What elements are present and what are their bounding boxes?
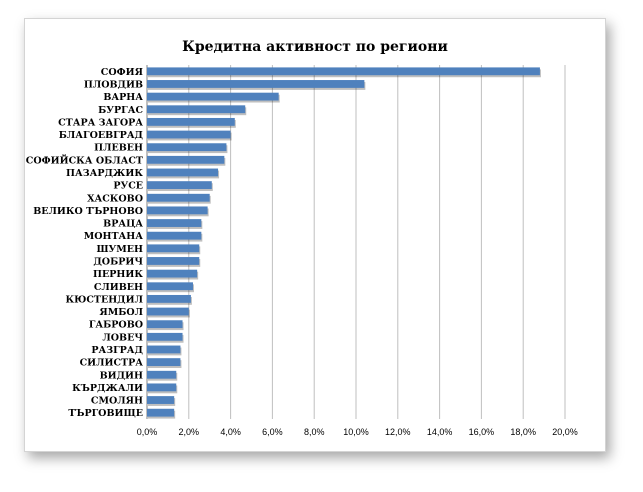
category-label: ЛОВЕЧ — [102, 332, 143, 343]
category-label: ПАЗАРДЖИК — [66, 168, 143, 179]
bar — [147, 67, 540, 76]
x-tick-label: 10,0% — [343, 427, 369, 437]
category-label: СТАРА ЗАГОРА — [58, 117, 143, 128]
bar — [147, 231, 202, 240]
category-label: РУСЕ — [113, 181, 143, 192]
x-tick-label: 4,0% — [220, 427, 241, 437]
x-tick-label: 14,0% — [427, 427, 453, 437]
category-label: ТЪРГОВИЩЕ — [68, 408, 143, 419]
category-label: ХАСКОВО — [87, 193, 143, 204]
bar — [147, 130, 231, 139]
category-label: ВРАЦА — [103, 219, 143, 230]
bar — [147, 155, 225, 164]
category-label: ПЕРНИК — [93, 269, 143, 280]
category-label: ПЛОВДИВ — [84, 79, 143, 90]
category-label: ВИДИН — [100, 370, 143, 381]
bar — [147, 370, 177, 379]
category-label: ВАРНА — [103, 92, 143, 103]
bar — [147, 282, 193, 291]
category-label: СИЛИСТРА — [80, 358, 144, 369]
bar — [147, 320, 183, 329]
bar — [147, 269, 198, 278]
bar — [147, 294, 191, 303]
bar — [147, 80, 365, 88]
category-label: БУРГАС — [98, 105, 143, 116]
bar — [147, 117, 235, 126]
category-label: СОФИЙСКА ОБЛАСТ — [26, 153, 143, 166]
bars — [147, 67, 541, 419]
bar — [147, 92, 279, 101]
category-label: БЛАГОЕВГРАД — [59, 130, 143, 141]
category-label: СЛИВЕН — [94, 282, 143, 293]
bar — [147, 193, 210, 202]
bar — [147, 168, 219, 177]
bar — [147, 244, 200, 253]
bar — [147, 143, 227, 152]
category-label: СОФИЯ — [101, 67, 143, 78]
category-label: КЪРДЖАЛИ — [72, 383, 143, 394]
x-tick-label: 6,0% — [262, 427, 283, 437]
chart-title: Кредитна активност по региони — [182, 39, 448, 55]
x-tick-label: 20,0% — [552, 427, 578, 437]
x-tick-label: 2,0% — [179, 427, 200, 437]
x-tick-label: 16,0% — [469, 427, 495, 437]
x-tick-label: 0,0% — [137, 427, 158, 437]
category-label: ПЛЕВЕН — [94, 143, 143, 154]
x-tick-labels: 0,0% 2,0% 4,0% 6,0% 8,0% 10,0% 12,0% 14,0% 16,0%… — [137, 427, 578, 437]
bar — [147, 105, 246, 114]
category-label: ЯМБОЛ — [99, 307, 143, 318]
bar — [147, 181, 212, 190]
bar — [147, 345, 181, 354]
category-label: ВЕЛИКО ТЪРНОВО — [33, 206, 143, 217]
bar — [147, 219, 202, 227]
chart-frame: Кредитна активност по региони СОФИЯ ПЛОВД… — [24, 18, 606, 452]
category-label: СМОЛЯН — [91, 396, 143, 407]
bar — [147, 396, 175, 404]
x-tick-label: 18,0% — [510, 427, 536, 437]
category-label: ШУМЕН — [97, 244, 144, 255]
x-tick-label: 8,0% — [304, 427, 325, 437]
bar — [147, 206, 208, 215]
bar — [147, 332, 183, 341]
bar — [147, 408, 175, 417]
category-label: КЮСТЕНДИЛ — [65, 294, 143, 305]
bar — [147, 358, 181, 367]
bar — [147, 383, 177, 392]
grid-lines — [146, 65, 566, 419]
category-label: ДОБРИЧ — [93, 256, 143, 267]
category-label: ГАБРОВО — [89, 320, 143, 331]
category-label: РАЗГРАД — [91, 345, 143, 356]
bar — [147, 257, 200, 265]
x-tick-label: 12,0% — [385, 427, 411, 437]
bar — [147, 307, 189, 316]
category-label: МОНТАНА — [84, 231, 144, 242]
